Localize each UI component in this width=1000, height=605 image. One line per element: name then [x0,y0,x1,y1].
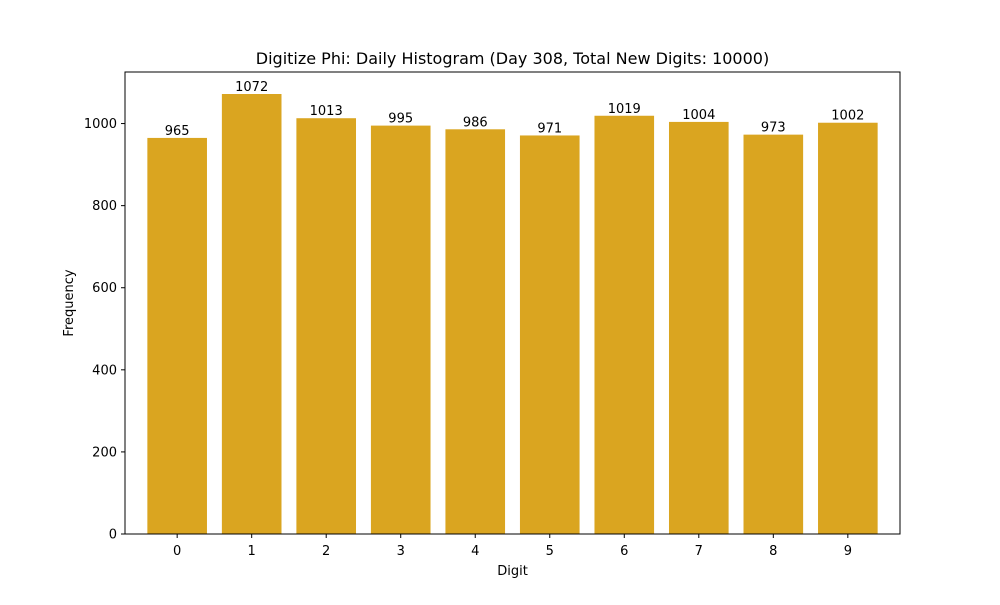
y-axis: 0 200 400 600 800 1000 [84,117,125,543]
y-tick-label-400: 400 [92,363,117,378]
x-tick-label-5: 5 [546,544,554,559]
x-tick-label-9: 9 [844,544,852,559]
x-tick-label-4: 4 [471,544,479,559]
y-tick-label-0: 0 [109,528,117,543]
y-tick-label-200: 200 [92,445,117,460]
data-label-digit-4: 986 [463,115,488,130]
data-label-digit-8: 973 [761,121,786,136]
data-label-digit-3: 995 [388,112,413,127]
bars-layer [147,94,878,535]
data-label-digit-2: 1013 [310,104,343,119]
bar-digit-9 [818,122,878,534]
x-tick-label-7: 7 [695,544,703,559]
x-tick-label-1: 1 [248,544,256,559]
bar-digit-1 [221,94,282,534]
y-tick-label-1000: 1000 [84,117,117,132]
y-axis-label: Frequency [62,269,77,336]
plot-area-frame [124,71,901,535]
data-label-digit-9: 1002 [831,109,864,124]
x-axis: 0 1 2 3 4 5 6 7 8 9 [173,534,852,559]
data-label-digit-5: 971 [537,121,562,136]
bar-digit-3 [370,125,431,534]
bar-digit-8 [743,134,804,534]
y-tick-label-800: 800 [92,199,117,214]
bar-digit-2 [296,118,357,534]
bar-digit-6 [594,115,655,535]
bar-digit-7 [668,121,729,534]
bar-digit-4 [445,129,506,534]
chart-title: Digitize Phi: Daily Histogram (Day 308, … [256,49,769,68]
data-label-digit-7: 1004 [682,108,715,123]
x-tick-label-3: 3 [397,544,405,559]
data-label-digit-1: 1072 [235,80,268,95]
x-tick-label-6: 6 [620,544,628,559]
data-label-digit-0: 965 [165,124,190,139]
data-labels-layer: 965 1072 1013 995 986 971 1019 1004 973 1002 [165,80,865,139]
bar-digit-5 [519,135,580,534]
y-tick-label-600: 600 [92,281,117,296]
x-tick-label-2: 2 [322,544,330,559]
data-label-digit-6: 1019 [608,102,641,117]
x-tick-label-8: 8 [769,544,777,559]
bar-digit-0 [147,137,207,534]
x-axis-label: Digit [497,564,528,579]
x-tick-label-0: 0 [173,544,181,559]
